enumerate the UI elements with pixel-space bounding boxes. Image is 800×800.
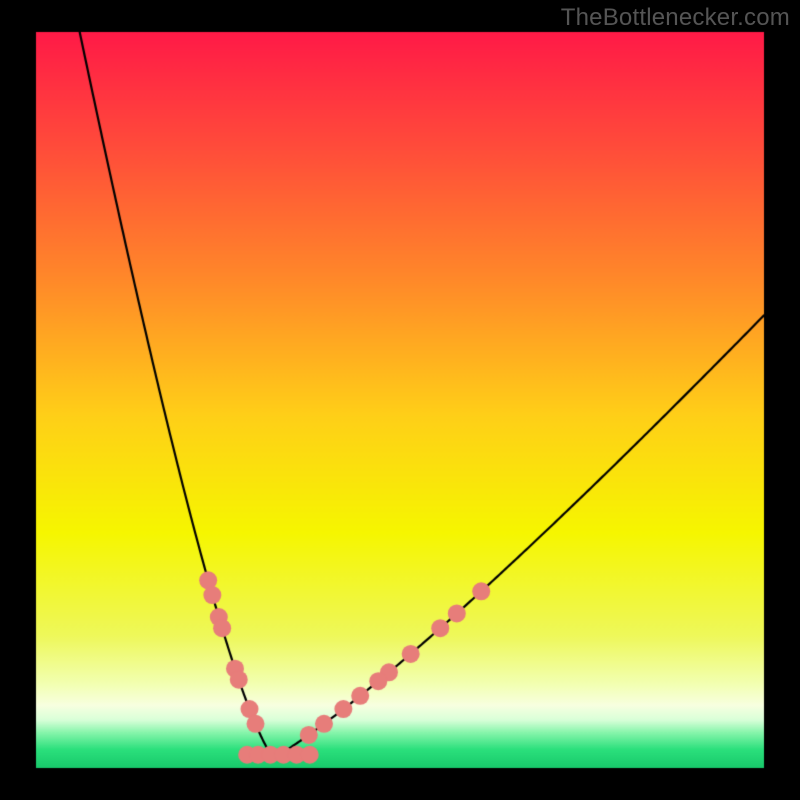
chart-canvas xyxy=(0,0,800,800)
chart-stage: TheBottlenecker.com xyxy=(0,0,800,800)
watermark-text: TheBottlenecker.com xyxy=(561,4,790,32)
